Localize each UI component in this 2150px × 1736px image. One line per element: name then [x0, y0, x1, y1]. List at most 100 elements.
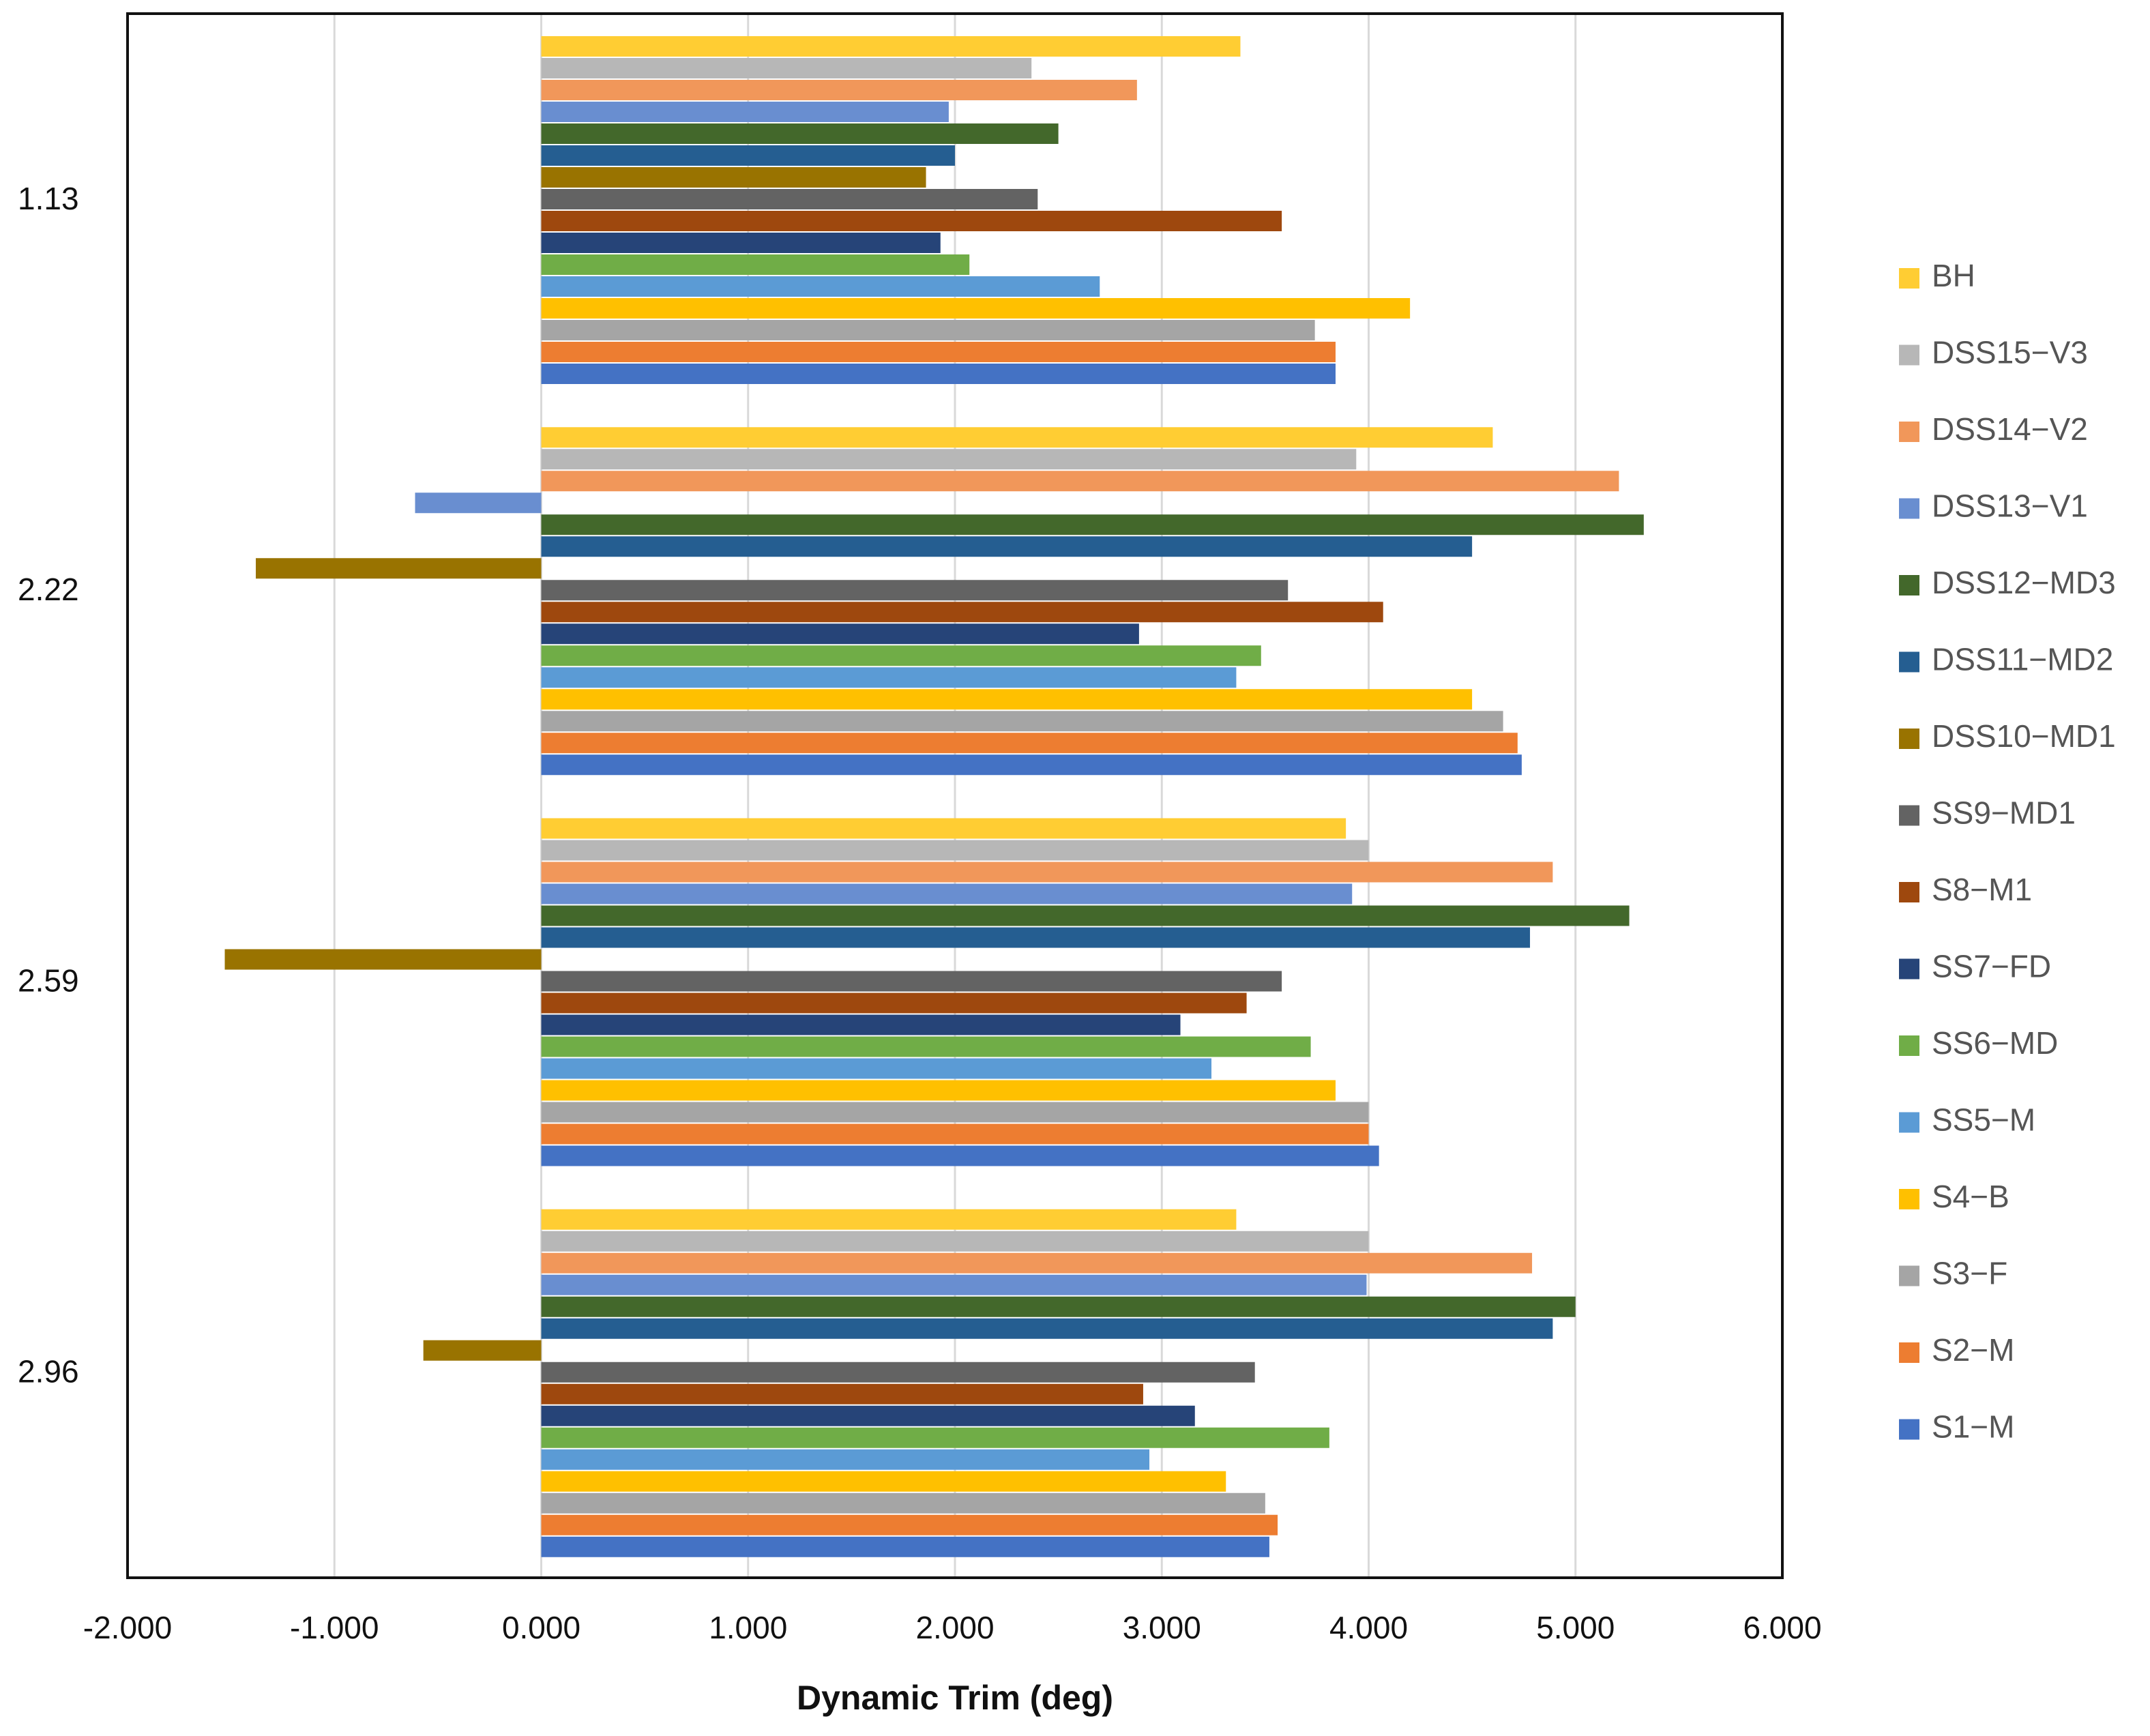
bar-ss7-fd-2-96 [541, 1405, 1195, 1426]
bar-s3-f-1-13 [541, 320, 1315, 340]
x-tick-label: 1.000 [709, 1610, 787, 1645]
bar-dss15-v3-2-96 [541, 1231, 1369, 1252]
bar-dss13-v1-1-13 [541, 102, 949, 122]
bar-ss5-m-2-59 [541, 1058, 1212, 1079]
bar-s3-f-2-22 [541, 711, 1503, 732]
bar-s1-m-2-96 [541, 1536, 1269, 1557]
legend-swatch-s3-f [1899, 1265, 1919, 1286]
bar-s8-m1-2-59 [541, 992, 1247, 1014]
bar-s1-m-1-13 [541, 364, 1336, 384]
bar-dss11-md2-2-96 [541, 1318, 1553, 1339]
legend-label-ss5-m: SS5−M [1932, 1102, 2035, 1138]
y-axis-category-labels: 1.13 2.22 2.59 2.96 [18, 181, 79, 1389]
bar-dss15-v3-2-59 [541, 840, 1369, 861]
bar-dss10-md1-2-96 [423, 1340, 542, 1361]
legend-swatch-dss13-v1 [1899, 498, 1919, 519]
bar-dss15-v3-2-22 [541, 449, 1357, 470]
legend-swatch-dss14-v2 [1899, 422, 1919, 442]
x-tick-label: 6.000 [1743, 1610, 1821, 1645]
legend-swatch-s2-m [1899, 1342, 1919, 1363]
bar-s1-m-2-59 [541, 1145, 1379, 1166]
bar-dss12-md3-1-13 [541, 123, 1059, 144]
legend-swatch-s4-b [1899, 1189, 1919, 1209]
legend-swatch-dss15-v3 [1899, 344, 1919, 366]
bar-dss12-md3-2-22 [541, 514, 1644, 535]
legend-swatch-s8-m1 [1899, 882, 1919, 902]
bar-s2-m-2-22 [541, 733, 1518, 754]
bar-ss9-md1-2-59 [541, 971, 1282, 992]
x-tick-label: 5.000 [1536, 1610, 1615, 1645]
bar-ss5-m-1-13 [541, 276, 1100, 297]
bar-s2-m-1-13 [541, 342, 1336, 362]
x-axis-tick-labels: -2.000 -1.000 0.000 1.000 2.000 3.000 4.000 5.0… [83, 1610, 1822, 1645]
y-category-label: 1.13 [18, 181, 79, 216]
bar-dss14-v2-1-13 [541, 80, 1137, 100]
bar-ss6-md-2-22 [541, 645, 1261, 666]
bar-dss13-v1-2-59 [541, 883, 1353, 904]
x-tick-label: -1.000 [290, 1610, 379, 1645]
bar-s1-m-2-22 [541, 754, 1522, 776]
legend-label-ss7-fd: SS7−FD [1932, 949, 2051, 984]
y-category-label: 2.22 [18, 572, 79, 607]
x-axis-title: Dynamic Trim (deg) [797, 1679, 1113, 1717]
legend: BH DSS15−V3 DSS14−V2 DSS13−V1 DSS12−MD3 DSS11… [1899, 258, 2116, 1445]
bar-ss6-md-2-96 [541, 1427, 1329, 1448]
legend-label-s2-m: S2−M [1932, 1332, 2014, 1368]
legend-label-s1-m: S1−M [1932, 1409, 2014, 1445]
bar-dss13-v1-2-96 [541, 1274, 1367, 1295]
legend-label-ss9-md1: SS9−MD1 [1932, 795, 2076, 831]
bar-ss9-md1-2-22 [541, 580, 1288, 601]
legend-label-s3-f: S3−F [1932, 1256, 2007, 1291]
bar-bh-2-59 [541, 818, 1346, 839]
bar-ss9-md1-1-13 [541, 189, 1038, 209]
bar-s4-b-2-22 [541, 689, 1473, 710]
x-tick-label: 0.000 [502, 1610, 580, 1645]
bar-dss14-v2-2-22 [541, 471, 1619, 492]
bar-dss12-md3-2-59 [541, 905, 1630, 926]
bar-s3-f-2-59 [541, 1102, 1369, 1123]
x-tick-label: 4.000 [1329, 1610, 1408, 1645]
legend-swatch-ss5-m [1899, 1112, 1919, 1133]
legend-label-dss10-md1: DSS10−MD1 [1932, 718, 2116, 754]
bar-s8-m1-2-96 [541, 1383, 1143, 1404]
legend-label-bh: BH [1932, 258, 1975, 293]
bar-ss6-md-1-13 [541, 254, 970, 275]
bar-dss10-md1-2-59 [224, 949, 542, 970]
y-category-label: 2.96 [18, 1354, 79, 1389]
bar-dss14-v2-2-59 [541, 862, 1553, 883]
bar-ss9-md1-2-96 [541, 1362, 1255, 1383]
legend-label-dss14-v2: DSS14−V2 [1932, 411, 2088, 447]
legend-swatch-dss10-md1 [1899, 729, 1919, 749]
legend-label-ss6-md: SS6−MD [1932, 1025, 2058, 1061]
legend-swatch-ss6-md [1899, 1035, 1919, 1056]
bars [224, 36, 1644, 1557]
legend-label-dss13-v1: DSS13−V1 [1932, 488, 2088, 524]
bar-s4-b-2-59 [541, 1080, 1336, 1101]
plot-area-frame [126, 12, 1784, 1579]
legend-swatch-ss9-md1 [1899, 805, 1919, 826]
legend-swatch-ss7-fd [1899, 958, 1919, 980]
x-tick-label: -2.000 [83, 1610, 172, 1645]
bar-ss5-m-2-96 [541, 1449, 1150, 1470]
bar-dss14-v2-2-96 [541, 1252, 1533, 1274]
bar-s8-m1-1-13 [541, 211, 1282, 231]
legend-swatch-dss11-md2 [1899, 651, 1919, 673]
bar-ss6-md-2-59 [541, 1036, 1311, 1057]
bar-dss11-md2-2-59 [541, 927, 1531, 948]
y-category-label: 2.59 [18, 962, 79, 998]
bar-ss7-fd-1-13 [541, 233, 941, 253]
x-tick-label: 3.000 [1123, 1610, 1201, 1645]
legend-label-dss12-md3: DSS12−MD3 [1932, 565, 2116, 600]
bar-s2-m-2-96 [541, 1514, 1278, 1535]
bar-ss7-fd-2-59 [541, 1014, 1181, 1035]
legend-swatch-dss12-md3 [1899, 575, 1919, 595]
bar-bh-2-96 [541, 1209, 1237, 1230]
legend-label-s4-b: S4−B [1932, 1179, 2009, 1214]
legend-label-dss11-md2: DSS11−MD2 [1932, 642, 2113, 677]
bar-dss10-md1-2-22 [256, 558, 542, 579]
bar-dss11-md2-2-22 [541, 536, 1473, 557]
bar-s2-m-2-59 [541, 1123, 1369, 1145]
legend-swatch-bh [1899, 268, 1919, 289]
x-tick-label: 2.000 [915, 1610, 994, 1645]
